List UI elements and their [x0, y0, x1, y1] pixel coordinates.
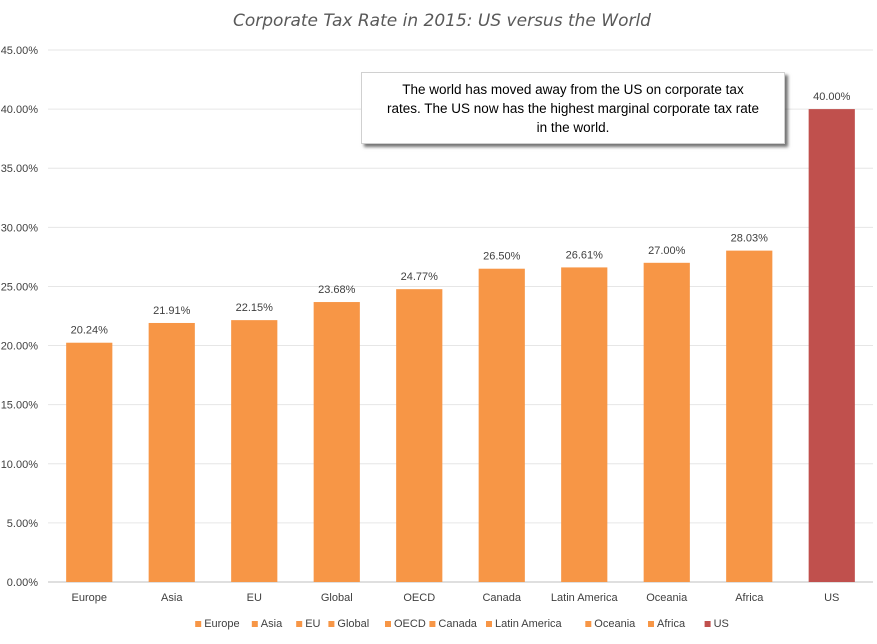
legend-swatch — [704, 621, 711, 627]
data-label: 23.68% — [318, 284, 356, 296]
annotation-callout: The world has moved away from the US on … — [361, 72, 785, 144]
legend-swatch — [296, 621, 303, 627]
legend-label: Europe — [204, 618, 239, 630]
category-label: EU — [247, 592, 262, 604]
data-label: 20.24% — [71, 325, 109, 337]
legend-label: EU — [305, 618, 320, 630]
data-label: 27.00% — [648, 245, 686, 257]
y-tick-label: 5.00% — [7, 518, 38, 530]
data-label: 26.61% — [566, 249, 604, 261]
bar-latin-america — [561, 267, 608, 582]
bar-us — [808, 109, 855, 582]
data-label: 22.15% — [236, 302, 274, 314]
x-axis-categories: Europe Asia EU Global OECD Canada Latin Americ… — [72, 592, 840, 604]
category-label: Africa — [735, 592, 764, 604]
legend: Europe Asia EU Global OECD Canada Latin Americ… — [195, 618, 729, 630]
legend-label: US — [714, 618, 729, 630]
legend-label: OECD — [394, 618, 426, 630]
bar-asia — [148, 322, 195, 582]
data-labels: 20.24% 21.91% 22.15% 23.68% 24.77% 26.50% 26.6… — [71, 91, 851, 337]
category-label: Asia — [161, 592, 183, 604]
legend-label: Africa — [657, 618, 686, 630]
bar-eu — [231, 320, 278, 582]
category-label: OECD — [403, 592, 435, 604]
bar-canada — [478, 268, 525, 582]
legend-swatch — [585, 621, 592, 627]
legend-swatch — [648, 621, 654, 627]
y-tick-label: 30.00% — [1, 222, 39, 234]
data-label: 24.77% — [401, 271, 439, 283]
bars — [66, 109, 855, 582]
data-label: 40.00% — [813, 91, 851, 103]
category-label: Latin America — [551, 592, 619, 604]
chart-title: Corporate Tax Rate in 2015: US versus th… — [233, 11, 651, 31]
category-label: Global — [321, 592, 353, 604]
legend-swatch — [328, 621, 335, 627]
category-label: US — [824, 592, 839, 604]
bar-africa — [726, 250, 773, 582]
y-axis-ticks: 0.00% 5.00% 10.00% 15.00% 20.00% 25.00% 30.00%… — [1, 45, 39, 589]
category-label: Canada — [482, 592, 521, 604]
y-tick-label: 25.00% — [1, 281, 39, 293]
y-tick-label: 40.00% — [1, 104, 39, 116]
bar-global — [313, 302, 360, 582]
legend-label: Asia — [261, 618, 283, 630]
y-tick-label: 20.00% — [1, 341, 39, 353]
legend-swatch — [385, 621, 391, 627]
legend-label: Latin America — [495, 618, 563, 630]
data-label: 21.91% — [153, 305, 191, 317]
data-label: 28.03% — [731, 233, 769, 245]
legend-label: Global — [337, 618, 369, 630]
bar-europe — [66, 342, 113, 582]
legend-label: Oceania — [594, 618, 636, 630]
category-label: Oceania — [646, 592, 688, 604]
y-tick-label: 15.00% — [1, 400, 39, 412]
category-label: Europe — [72, 592, 107, 604]
bar-oceania — [643, 262, 690, 582]
legend-swatch — [429, 621, 436, 627]
legend-label: Canada — [438, 618, 477, 630]
legend-swatch — [251, 621, 258, 627]
y-tick-label: 10.00% — [1, 459, 39, 471]
legend-swatch — [195, 621, 202, 627]
legend-swatch — [486, 621, 492, 627]
y-tick-label: 0.00% — [7, 577, 38, 589]
bar-oecd — [396, 289, 443, 582]
y-tick-label: 45.00% — [1, 45, 39, 57]
y-tick-label: 35.00% — [1, 163, 39, 175]
data-label: 26.50% — [483, 251, 521, 263]
